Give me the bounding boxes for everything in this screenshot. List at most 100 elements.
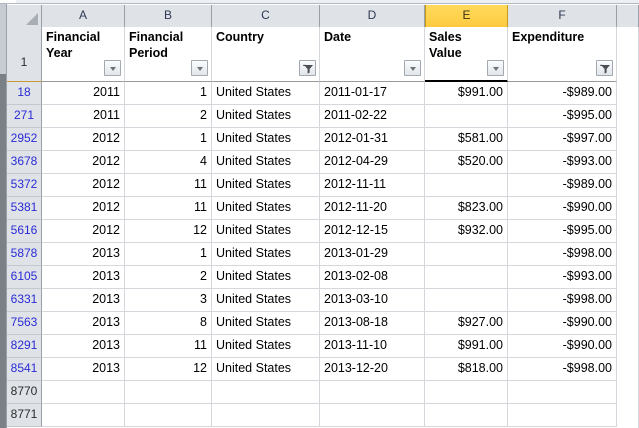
cell-d[interactable]: 2012-11-11 <box>320 174 425 197</box>
cell-e[interactable]: $991.00 <box>425 335 508 358</box>
cell-a[interactable]: 2013 <box>42 335 125 358</box>
row-header[interactable]: 5878 <box>7 243 42 266</box>
cell-d[interactable]: 2011-02-22 <box>320 105 425 128</box>
cell-c[interactable]: United States <box>212 174 320 197</box>
cell-d[interactable]: 2013-11-10 <box>320 335 425 358</box>
row-header[interactable]: 8771 <box>7 404 42 427</box>
cell-f[interactable]: -$997.00 <box>508 128 617 151</box>
cell-c[interactable]: United States <box>212 266 320 289</box>
column-header-d[interactable]: D <box>320 5 425 27</box>
cell-b[interactable]: 12 <box>125 220 212 243</box>
cell-d[interactable]: 2013-02-08 <box>320 266 425 289</box>
row-header-1[interactable]: 1 <box>7 27 42 82</box>
cell-f[interactable]: -$995.00 <box>508 220 617 243</box>
cell-a[interactable]: 2013 <box>42 289 125 312</box>
cell-f[interactable]: -$989.00 <box>508 82 617 105</box>
cell-e[interactable]: $520.00 <box>425 151 508 174</box>
cell-a[interactable] <box>42 381 125 404</box>
cell-f[interactable]: -$990.00 <box>508 335 617 358</box>
cell-c[interactable]: United States <box>212 128 320 151</box>
row-header[interactable]: 6331 <box>7 289 42 312</box>
header-cell-b[interactable]: Financial Period <box>125 27 212 82</box>
cell-b[interactable]: 3 <box>125 289 212 312</box>
row-header[interactable]: 7563 <box>7 312 42 335</box>
column-header-e[interactable]: E <box>425 5 508 27</box>
cell-f[interactable]: -$989.00 <box>508 174 617 197</box>
row-header[interactable]: 5381 <box>7 197 42 220</box>
cell-f[interactable]: -$993.00 <box>508 266 617 289</box>
dropdown-arrow-icon-e[interactable] <box>487 60 504 76</box>
cell-c[interactable]: United States <box>212 82 320 105</box>
cell-e[interactable] <box>425 404 508 427</box>
cell-b[interactable]: 2 <box>125 266 212 289</box>
cell-a[interactable] <box>42 404 125 427</box>
row-header[interactable]: 6105 <box>7 266 42 289</box>
row-header[interactable]: 5372 <box>7 174 42 197</box>
cell-c[interactable]: United States <box>212 197 320 220</box>
cell-a[interactable]: 2011 <box>42 105 125 128</box>
cell-d[interactable]: 2013-12-20 <box>320 358 425 381</box>
cell-d[interactable]: 2012-11-20 <box>320 197 425 220</box>
cell-e[interactable] <box>425 381 508 404</box>
cell-f[interactable]: -$998.00 <box>508 243 617 266</box>
cell-d[interactable]: 2012-01-31 <box>320 128 425 151</box>
dropdown-arrow-icon-d[interactable] <box>404 60 421 76</box>
cell-b[interactable] <box>125 404 212 427</box>
select-all-corner[interactable] <box>7 5 42 27</box>
column-header-b[interactable]: B <box>125 5 212 27</box>
cell-a[interactable]: 2012 <box>42 128 125 151</box>
column-header-f[interactable]: F <box>508 5 617 27</box>
row-header[interactable]: 5616 <box>7 220 42 243</box>
cell-c[interactable]: United States <box>212 105 320 128</box>
dropdown-arrow-icon-a[interactable] <box>104 60 121 76</box>
cell-c[interactable]: United States <box>212 220 320 243</box>
funnel-filter-icon-c[interactable] <box>299 60 316 76</box>
cell-c[interactable]: United States <box>212 151 320 174</box>
cell-d[interactable]: 2011-01-17 <box>320 82 425 105</box>
cell-e[interactable]: $991.00 <box>425 82 508 105</box>
cell-b[interactable]: 1 <box>125 82 212 105</box>
cell-a[interactable]: 2012 <box>42 174 125 197</box>
cell-a[interactable]: 2012 <box>42 220 125 243</box>
cell-c[interactable] <box>212 404 320 427</box>
cell-e[interactable]: $818.00 <box>425 358 508 381</box>
cell-a[interactable]: 2013 <box>42 312 125 335</box>
column-header-c[interactable]: C <box>212 5 320 27</box>
cell-e[interactable] <box>425 105 508 128</box>
cell-a[interactable]: 2012 <box>42 197 125 220</box>
cell-b[interactable]: 1 <box>125 128 212 151</box>
dropdown-arrow-icon-b[interactable] <box>191 60 208 76</box>
cell-d[interactable]: 2013-03-10 <box>320 289 425 312</box>
cell-b[interactable]: 12 <box>125 358 212 381</box>
cell-b[interactable]: 1 <box>125 243 212 266</box>
row-header[interactable]: 2952 <box>7 128 42 151</box>
cell-c[interactable]: United States <box>212 335 320 358</box>
cell-b[interactable]: 8 <box>125 312 212 335</box>
cell-b[interactable]: 11 <box>125 174 212 197</box>
row-header[interactable]: 3678 <box>7 151 42 174</box>
cell-b[interactable]: 4 <box>125 151 212 174</box>
cell-a[interactable]: 2013 <box>42 358 125 381</box>
cell-d[interactable]: 2012-12-15 <box>320 220 425 243</box>
cell-f[interactable]: -$998.00 <box>508 289 617 312</box>
cell-c[interactable]: United States <box>212 243 320 266</box>
cell-b[interactable]: 2 <box>125 105 212 128</box>
cell-b[interactable]: 11 <box>125 197 212 220</box>
cell-f[interactable]: -$990.00 <box>508 312 617 335</box>
cell-a[interactable]: 2011 <box>42 82 125 105</box>
cell-f[interactable]: -$993.00 <box>508 151 617 174</box>
cell-e[interactable] <box>425 174 508 197</box>
cell-d[interactable]: 2012-04-29 <box>320 151 425 174</box>
row-header[interactable]: 8291 <box>7 335 42 358</box>
cell-f[interactable] <box>508 381 617 404</box>
cell-a[interactable]: 2012 <box>42 151 125 174</box>
cell-d[interactable] <box>320 404 425 427</box>
cell-d[interactable]: 2013-01-29 <box>320 243 425 266</box>
cell-c[interactable] <box>212 381 320 404</box>
cell-a[interactable]: 2013 <box>42 266 125 289</box>
cell-e[interactable] <box>425 266 508 289</box>
cell-e[interactable] <box>425 243 508 266</box>
cell-e[interactable]: $823.00 <box>425 197 508 220</box>
row-header[interactable]: 8541 <box>7 358 42 381</box>
cell-e[interactable] <box>425 289 508 312</box>
